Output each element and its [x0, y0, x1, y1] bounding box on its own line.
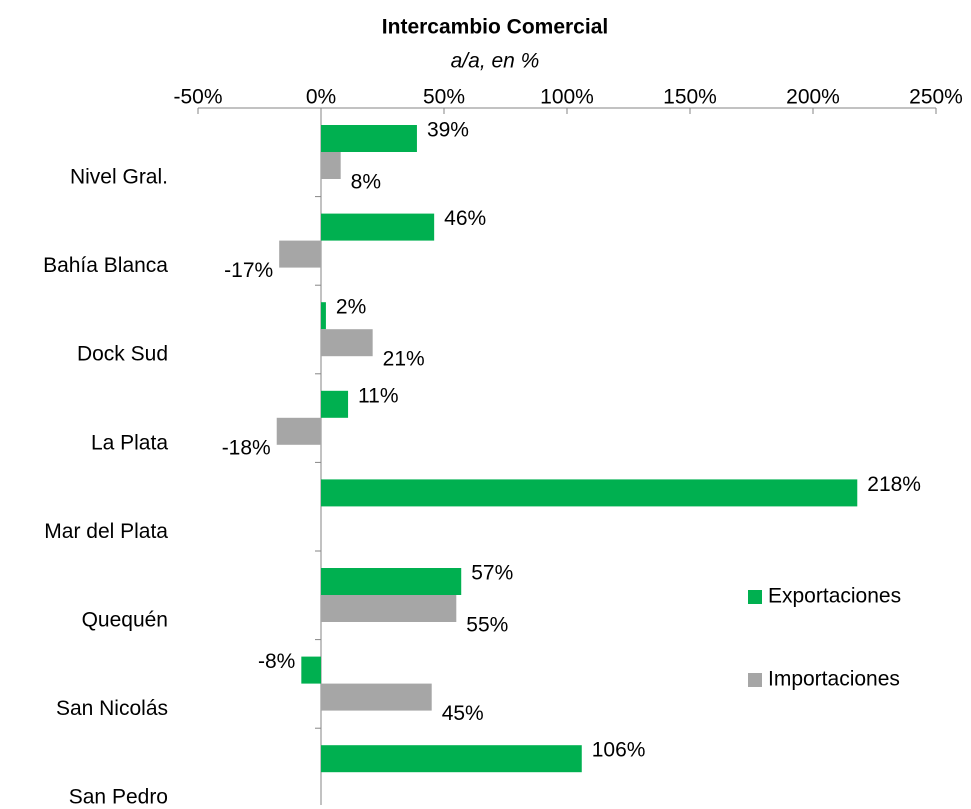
y-tick-label: San Nicolás: [56, 697, 168, 720]
data-label: 8%: [351, 171, 381, 194]
data-label: 39%: [427, 119, 469, 142]
bar: [321, 152, 341, 179]
bar: [321, 329, 373, 357]
bar: [321, 213, 435, 241]
x-tick-label: 100%: [540, 86, 594, 109]
data-label: -18%: [222, 436, 271, 459]
data-label: 46%: [444, 207, 486, 230]
data-label: 45%: [442, 702, 484, 725]
x-tick-label: 50%: [423, 86, 465, 109]
legend-label: Importaciones: [768, 668, 900, 691]
bar: [279, 240, 321, 268]
y-tick-label: Mar del Plata: [44, 520, 168, 543]
y-tick-label: Dock Sud: [77, 343, 168, 366]
bar: [321, 125, 417, 152]
bar: [321, 683, 432, 711]
data-label: -8%: [258, 650, 295, 673]
y-tick-label: Bahía Blanca: [43, 254, 168, 277]
data-label: 55%: [466, 614, 508, 637]
x-tick-label: -50%: [173, 86, 222, 109]
x-tick-label: 150%: [663, 86, 717, 109]
y-tick-label: Quequén: [82, 609, 168, 632]
bar: [301, 656, 321, 684]
bar: [321, 745, 582, 773]
data-label: 57%: [471, 562, 513, 585]
data-label: 2%: [336, 296, 366, 319]
x-tick-label: 0%: [306, 86, 336, 109]
data-label: 106%: [592, 739, 646, 762]
y-tick-label: San Pedro: [69, 786, 168, 809]
bar: [321, 479, 858, 507]
data-label: -17%: [224, 259, 273, 282]
y-tick-label: Nivel Gral.: [70, 166, 168, 189]
legend-swatch: [748, 590, 762, 604]
legend-label: Exportaciones: [768, 585, 901, 608]
chart-title: Intercambio Comercial: [382, 16, 608, 39]
y-tick-label: La Plata: [91, 431, 168, 454]
x-tick-label: 250%: [909, 86, 963, 109]
x-tick-label: 200%: [786, 86, 840, 109]
chart-subtitle: a/a, en %: [451, 50, 540, 73]
bar: [276, 417, 321, 445]
data-label: 218%: [867, 473, 921, 496]
bar: [321, 568, 462, 595]
data-label: 21%: [383, 348, 425, 371]
data-label: 11%: [358, 384, 398, 407]
bar: [321, 595, 457, 622]
legend-swatch: [748, 673, 762, 687]
bar: [321, 302, 326, 330]
bar: [321, 390, 349, 418]
